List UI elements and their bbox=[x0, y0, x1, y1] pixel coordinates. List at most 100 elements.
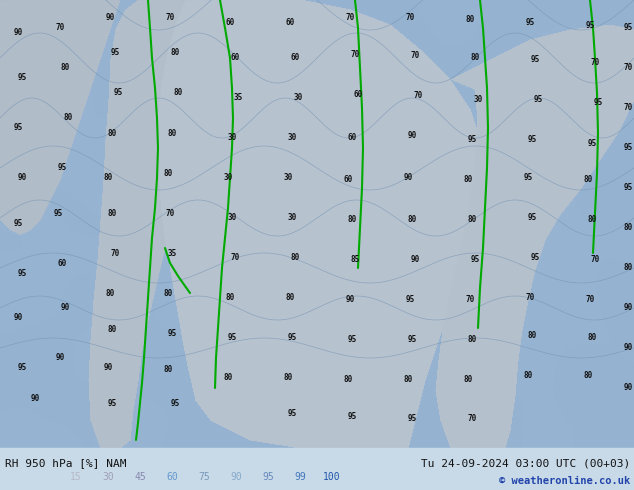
Text: 95: 95 bbox=[623, 144, 633, 152]
Text: 95: 95 bbox=[623, 24, 633, 32]
Text: 80: 80 bbox=[107, 325, 117, 335]
Text: 80: 80 bbox=[623, 264, 633, 272]
Text: 95: 95 bbox=[13, 123, 23, 132]
Text: 90: 90 bbox=[623, 384, 633, 392]
Text: 60: 60 bbox=[285, 19, 295, 27]
Text: 90: 90 bbox=[55, 353, 65, 363]
Text: 95: 95 bbox=[17, 74, 27, 82]
Text: 30: 30 bbox=[228, 133, 236, 143]
Text: 70: 70 bbox=[351, 50, 359, 59]
Text: 80: 80 bbox=[225, 294, 235, 302]
Text: 95: 95 bbox=[405, 295, 415, 304]
Text: 30: 30 bbox=[474, 96, 482, 104]
Text: 30: 30 bbox=[228, 214, 236, 222]
Text: 95: 95 bbox=[347, 336, 356, 344]
Text: 85: 85 bbox=[351, 255, 359, 265]
Text: 80: 80 bbox=[164, 289, 172, 297]
Text: 95: 95 bbox=[470, 255, 480, 265]
Text: 90: 90 bbox=[103, 364, 113, 372]
Text: 80: 80 bbox=[63, 114, 73, 122]
Text: 80: 80 bbox=[107, 209, 117, 218]
Text: 80: 80 bbox=[60, 64, 70, 73]
Text: 70: 70 bbox=[526, 294, 534, 302]
Text: 90: 90 bbox=[17, 173, 27, 182]
Text: 95: 95 bbox=[524, 173, 533, 182]
Text: 80: 80 bbox=[223, 373, 233, 383]
Text: 35: 35 bbox=[233, 94, 243, 102]
Text: 80: 80 bbox=[347, 216, 356, 224]
Text: 95: 95 bbox=[57, 164, 67, 172]
Text: 80: 80 bbox=[167, 128, 177, 138]
Text: 95: 95 bbox=[467, 136, 477, 145]
Text: 90: 90 bbox=[410, 255, 420, 265]
Text: 60: 60 bbox=[225, 19, 235, 27]
Text: 15: 15 bbox=[70, 472, 82, 482]
Text: © weatheronline.co.uk: © weatheronline.co.uk bbox=[499, 476, 630, 486]
Text: 95: 95 bbox=[587, 139, 597, 147]
Text: 45: 45 bbox=[134, 472, 146, 482]
Text: 95: 95 bbox=[171, 398, 179, 408]
Text: 60: 60 bbox=[347, 133, 356, 143]
Text: 80: 80 bbox=[171, 49, 179, 57]
Text: 95: 95 bbox=[526, 19, 534, 27]
Text: RH 950 hPa [%] NAM: RH 950 hPa [%] NAM bbox=[5, 458, 127, 468]
Text: 90: 90 bbox=[623, 303, 633, 313]
Text: 80: 80 bbox=[465, 16, 475, 24]
Text: 95: 95 bbox=[533, 96, 543, 104]
Text: 75: 75 bbox=[198, 472, 210, 482]
Text: 70: 70 bbox=[55, 24, 65, 32]
Text: 95: 95 bbox=[110, 49, 120, 57]
Text: 70: 70 bbox=[346, 14, 354, 23]
Text: 80: 80 bbox=[408, 216, 417, 224]
Text: 70: 70 bbox=[230, 253, 240, 263]
Text: 95: 95 bbox=[13, 219, 23, 227]
Text: 90: 90 bbox=[346, 295, 354, 304]
Text: 70: 70 bbox=[585, 295, 595, 304]
Text: 80: 80 bbox=[290, 253, 300, 263]
Text: 80: 80 bbox=[103, 173, 113, 182]
Text: 95: 95 bbox=[167, 328, 177, 338]
Text: 95: 95 bbox=[593, 98, 603, 107]
Text: 80: 80 bbox=[524, 371, 533, 381]
Text: 70: 70 bbox=[413, 92, 423, 100]
Text: 95: 95 bbox=[408, 336, 417, 344]
Text: 30: 30 bbox=[287, 133, 297, 143]
Text: 95: 95 bbox=[527, 214, 536, 222]
Text: 95: 95 bbox=[287, 334, 297, 343]
Text: 80: 80 bbox=[470, 53, 480, 63]
Text: 70: 70 bbox=[405, 14, 415, 23]
Text: 70: 70 bbox=[590, 58, 600, 68]
Text: 90: 90 bbox=[408, 131, 417, 141]
Text: 60: 60 bbox=[344, 175, 353, 185]
Text: 95: 95 bbox=[107, 398, 117, 408]
Text: 80: 80 bbox=[587, 334, 597, 343]
Text: 90: 90 bbox=[30, 393, 39, 402]
Text: 80: 80 bbox=[285, 294, 295, 302]
Text: 30: 30 bbox=[283, 173, 293, 182]
Text: Tu 24-09-2024 03:00 UTC (00+03): Tu 24-09-2024 03:00 UTC (00+03) bbox=[421, 458, 630, 468]
Text: 60: 60 bbox=[230, 53, 240, 63]
Text: 95: 95 bbox=[113, 89, 122, 98]
Text: 60: 60 bbox=[57, 259, 67, 268]
Text: 90: 90 bbox=[623, 343, 633, 352]
Text: 95: 95 bbox=[585, 22, 595, 30]
Text: 90: 90 bbox=[403, 173, 413, 182]
Text: 90: 90 bbox=[60, 303, 70, 313]
Text: 80: 80 bbox=[164, 169, 172, 177]
Text: 60: 60 bbox=[166, 472, 178, 482]
Text: 70: 70 bbox=[467, 414, 477, 422]
Text: 100: 100 bbox=[323, 472, 341, 482]
Text: 95: 95 bbox=[531, 253, 540, 263]
Text: 80: 80 bbox=[173, 89, 183, 98]
Text: 80: 80 bbox=[583, 175, 593, 185]
Text: 70: 70 bbox=[165, 209, 174, 218]
Text: 95: 95 bbox=[347, 412, 356, 420]
Text: 30: 30 bbox=[287, 214, 297, 222]
Text: 95: 95 bbox=[287, 409, 297, 417]
Text: 80: 80 bbox=[107, 128, 117, 138]
Text: 95: 95 bbox=[527, 136, 536, 145]
Text: 80: 80 bbox=[463, 375, 472, 385]
Text: 99: 99 bbox=[294, 472, 306, 482]
Text: 70: 70 bbox=[465, 295, 475, 304]
Bar bbox=[0, 448, 634, 490]
